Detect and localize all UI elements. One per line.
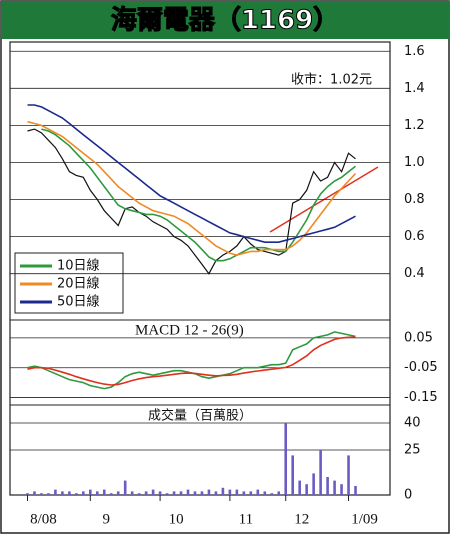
series-line bbox=[27, 336, 356, 386]
y-tick-label: 1.4 bbox=[404, 81, 425, 96]
series-line bbox=[27, 128, 356, 275]
volume-bar bbox=[116, 491, 120, 495]
volume-bar bbox=[109, 493, 113, 495]
volume-bar bbox=[347, 455, 350, 495]
volume-bar bbox=[186, 489, 190, 495]
volume-bar bbox=[193, 491, 197, 495]
volume-bar bbox=[284, 423, 288, 495]
series-line bbox=[27, 104, 356, 243]
legend-label: 50日線 bbox=[57, 294, 100, 310]
volume-bar bbox=[151, 489, 155, 495]
volume-bar bbox=[256, 489, 260, 495]
volume-bar bbox=[207, 489, 211, 495]
volume-bar bbox=[249, 491, 253, 495]
volume-bar bbox=[54, 489, 57, 495]
chart-title: 海爾電器（1169） bbox=[111, 6, 339, 36]
volume-bar bbox=[291, 455, 294, 495]
volume-bar bbox=[333, 480, 336, 495]
legend-label: 10日線 bbox=[57, 258, 100, 274]
y-tick-label: 0.8 bbox=[404, 192, 425, 207]
y-tick-label: 25 bbox=[404, 443, 421, 458]
volume-bar bbox=[319, 450, 322, 495]
volume-bar bbox=[214, 491, 218, 495]
volume-bar bbox=[75, 493, 78, 495]
volume-bar bbox=[172, 491, 176, 495]
y-tick-label: 0.05 bbox=[404, 330, 433, 345]
x-tick-label: 11 bbox=[239, 511, 253, 527]
x-tick-label: 9 bbox=[103, 511, 111, 527]
volume-bar bbox=[68, 491, 71, 495]
x-tick-label: 8/08 bbox=[30, 511, 57, 527]
y-tick-label: 0 bbox=[404, 488, 412, 503]
y-tick-label: 0.4 bbox=[404, 266, 425, 281]
y-tick-label: 1.0 bbox=[404, 155, 425, 170]
volume-bar bbox=[228, 489, 232, 495]
volume-bar bbox=[354, 486, 357, 495]
y-tick-label: 1.6 bbox=[404, 44, 425, 59]
volume-bar bbox=[340, 484, 343, 495]
volume-bar bbox=[200, 491, 204, 495]
volume-bar bbox=[137, 493, 141, 495]
volume-bar bbox=[144, 491, 148, 495]
volume-bar bbox=[179, 491, 183, 495]
y-tick-label: 40 bbox=[404, 416, 421, 431]
panel-title: MACD 12 - 26(9) bbox=[135, 322, 244, 338]
volume-bar bbox=[89, 489, 92, 495]
volume-bar bbox=[326, 477, 329, 495]
volume-bar bbox=[33, 491, 36, 495]
volume-bar bbox=[40, 493, 43, 495]
series-line bbox=[27, 120, 357, 256]
legend-label: 20日線 bbox=[57, 276, 100, 292]
x-tick-label: 1/09 bbox=[351, 511, 378, 527]
volume-bar bbox=[165, 493, 169, 495]
y-tick-label: -0.05 bbox=[404, 360, 438, 375]
panel-title: 成交量（百萬股） bbox=[148, 408, 252, 424]
x-tick-label: 12 bbox=[294, 511, 309, 527]
volume-bar bbox=[298, 480, 301, 495]
volume-bar bbox=[47, 493, 50, 495]
x-tick-label: 10 bbox=[169, 511, 184, 527]
volume-bar bbox=[263, 491, 267, 495]
volume-bar bbox=[270, 493, 274, 495]
volume-bar bbox=[305, 484, 308, 495]
volume-bar bbox=[312, 473, 315, 495]
volume-bar bbox=[235, 489, 239, 495]
plot-frame bbox=[9, 41, 391, 496]
volume-bar bbox=[102, 489, 106, 495]
title-band bbox=[1, 1, 449, 39]
y-tick-label: -0.15 bbox=[404, 390, 438, 405]
series-line bbox=[41, 128, 356, 262]
y-tick-label: 0.6 bbox=[404, 229, 425, 244]
annotation: 收市：1.02元 bbox=[291, 72, 372, 88]
volume-bar bbox=[61, 491, 64, 495]
volume-bar bbox=[95, 491, 99, 495]
volume-bar bbox=[242, 491, 246, 495]
volume-bar bbox=[158, 491, 162, 495]
volume-bar bbox=[221, 487, 225, 495]
volume-bar bbox=[82, 491, 85, 495]
volume-bar bbox=[123, 480, 127, 495]
volume-bar bbox=[130, 491, 134, 495]
volume-bar bbox=[26, 493, 29, 495]
y-tick-label: 1.2 bbox=[404, 118, 425, 133]
volume-bar bbox=[277, 491, 281, 495]
